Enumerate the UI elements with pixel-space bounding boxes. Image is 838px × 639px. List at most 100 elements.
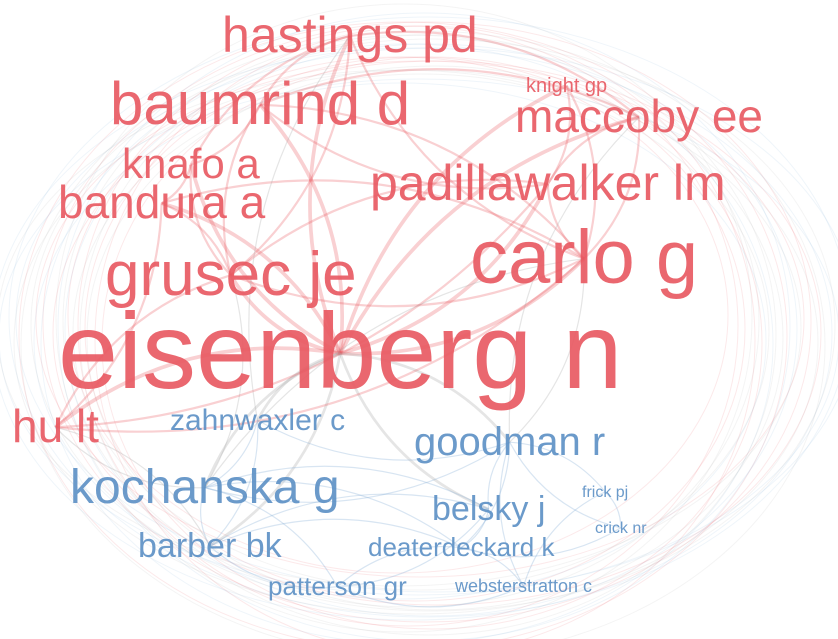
node-label-zahnwaxler[interactable]: zahnwaxler c <box>170 404 345 437</box>
node-label-goodman[interactable]: goodman r <box>414 420 605 464</box>
background-edge-ring <box>8 16 838 618</box>
background-edge-ring <box>62 34 760 608</box>
edge-zahnwaxler-goodman <box>257 419 510 461</box>
node-label-frick[interactable]: frick pj <box>582 484 628 501</box>
edge-bandura-hult <box>54 203 163 429</box>
node-label-padillawalker[interactable]: padillawalker lm <box>370 155 726 211</box>
background-edge-ring <box>72 73 770 591</box>
edge-goodman-deaterdeckard <box>460 442 511 549</box>
node-label-hastings[interactable]: hastings pd <box>222 7 478 63</box>
edge-eisenberg-bandura <box>161 201 342 355</box>
edge-eisenberg-padillawalker <box>339 183 550 356</box>
edge-eisenberg-knafo <box>189 164 342 356</box>
edge-eisenberg-kochanska <box>203 352 341 489</box>
edge-grusec-hastings <box>230 35 351 277</box>
edge-kochanska-deaterdeckard <box>204 480 462 549</box>
node-label-barber[interactable]: barber bk <box>138 527 283 565</box>
edge-eisenberg-knight <box>338 83 568 354</box>
edge-baumrind-maccoby <box>259 68 640 119</box>
edge-eisenberg-hult <box>54 346 341 429</box>
node-label-knafo[interactable]: knafo a <box>122 140 260 187</box>
edge-padillawalker-maccoby <box>546 116 640 185</box>
edge-eisenberg-grusec <box>229 274 341 356</box>
background-edge-ring <box>101 56 763 630</box>
edge-hastings-zahnwaxler <box>248 35 351 421</box>
node-label-grusec[interactable]: grusec je <box>105 240 357 309</box>
edge-kochanska-zahnwaxler <box>204 420 259 489</box>
edge-goodman-belsky <box>487 441 511 510</box>
node-label-maccoby[interactable]: maccoby ee <box>515 90 763 142</box>
edge-frick-crick <box>604 491 622 528</box>
edge-carlo-hastings <box>348 35 585 260</box>
node-label-belsky[interactable]: belsky j <box>432 490 545 528</box>
node-label-bandura[interactable]: bandura a <box>58 176 266 228</box>
node-label-websterstratton[interactable]: websterstratton c <box>454 576 592 596</box>
node-label-eisenberg[interactable]: eisenberg n <box>58 290 622 411</box>
edge-carlo-baumrind <box>260 103 585 260</box>
background-edge-ring <box>35 60 805 578</box>
background-edge-ring <box>84 56 746 602</box>
edge-belsky-patterson <box>337 508 490 588</box>
node-label-hult[interactable]: hu lt <box>12 400 99 452</box>
edge-barber-patterson <box>209 545 338 589</box>
background-edge-ring <box>79 34 777 636</box>
edge-belsky-deaterdeckard <box>460 508 490 549</box>
edge-eisenberg-baumrind <box>258 103 344 354</box>
background-edge-ring <box>57 12 791 639</box>
edge-kochanska-barber <box>200 487 211 547</box>
edge-frick-websterstratton <box>522 491 606 587</box>
edge-belsky-barber <box>209 493 489 547</box>
edge-carlo-padillawalker <box>546 183 585 260</box>
edge-padillawalker-hult <box>55 183 549 429</box>
edge-grusec-knafo <box>189 164 232 276</box>
background-edge-ring <box>0 78 838 596</box>
edge-carlo-kochanska <box>204 258 585 488</box>
edge-carlo-maccoby <box>583 117 641 260</box>
edge-eisenberg-maccoby <box>338 115 640 355</box>
background-edge-ring <box>15 47 838 593</box>
edge-baumrind-grusec <box>222 104 262 276</box>
edge-hastings-maccoby <box>349 30 640 119</box>
edge-bandura-knafo <box>161 164 192 205</box>
background-edge-ring <box>20 30 826 639</box>
edge-hastings-knafo <box>189 34 351 166</box>
edge-eisenberg-zahnwaxler <box>256 352 341 422</box>
edge-goodman-crick <box>509 441 621 529</box>
background-edge-ring <box>52 60 822 606</box>
background-edge-ring <box>64 43 798 617</box>
edge-baumrind-padillawalker <box>259 103 549 190</box>
background-edge-ring <box>42 21 812 623</box>
edge-carlo-bandura <box>161 179 585 260</box>
edge-goodman-websterstratton <box>499 442 525 587</box>
edge-kochanska-patterson <box>204 487 338 587</box>
background-edge-ring <box>0 69 802 587</box>
edge-barber-deaterdeckard <box>209 518 462 549</box>
node-label-deaterdeckard[interactable]: deaterdeckard k <box>368 532 555 562</box>
node-label-baumrind[interactable]: baumrind d <box>110 70 410 137</box>
background-edge-ring <box>67 56 729 574</box>
edge-eisenberg-hastings <box>308 35 352 355</box>
background-edge-ring <box>40 43 774 639</box>
edge-kochanska-belsky <box>204 465 489 510</box>
node-label-carlo[interactable]: carlo g <box>470 215 698 300</box>
edge-grusec-bandura <box>161 202 232 276</box>
background-edge-ring <box>77 25 739 627</box>
edge-carlo-goodman <box>509 258 585 443</box>
node-label-patterson[interactable]: patterson gr <box>268 571 407 601</box>
node-label-kochanska[interactable]: kochanska g <box>70 461 340 514</box>
background-edge-ring <box>0 47 833 621</box>
edge-eisenberg-goodman <box>340 352 511 444</box>
edge-padillawalker-knight <box>546 85 572 185</box>
edge-maccoby-goodman <box>508 116 640 443</box>
node-label-crick[interactable]: crick nr <box>595 520 647 537</box>
edge-crick-deaterdeckard <box>461 527 622 558</box>
background-edge-ring <box>13 69 819 615</box>
background-edge-ring <box>94 25 756 639</box>
edge-zahnwaxler-barber <box>209 420 259 547</box>
node-label-knight[interactable]: knight gp <box>526 75 607 97</box>
edge-deaterdeckard-websterstratton <box>461 547 525 587</box>
background-edge-ring <box>30 38 836 612</box>
edge-baumrind-knafo <box>190 104 262 166</box>
